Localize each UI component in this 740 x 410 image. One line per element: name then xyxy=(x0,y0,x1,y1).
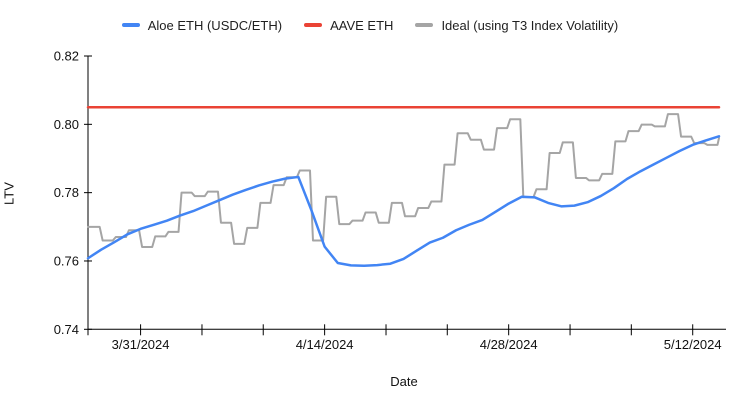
chart-legend: Aloe ETH (USDC/ETH) AAVE ETH Ideal (using … xyxy=(0,16,740,34)
x-tick-label: 4/28/2024 xyxy=(480,337,538,352)
y-tick-label: 0.74 xyxy=(54,322,79,337)
x-tick-label: 4/14/2024 xyxy=(296,337,354,352)
y-tick-label: 0.78 xyxy=(54,185,79,200)
y-tick-label: 0.82 xyxy=(54,49,79,64)
series-ideal-step-line xyxy=(87,113,720,248)
legend-item: AAVE ETH xyxy=(304,18,393,33)
legend-label: Ideal (using T3 Index Volatility) xyxy=(441,17,619,33)
x-tick-label: 5/12/2024 xyxy=(664,337,722,352)
x-tick-label: 3/31/2024 xyxy=(112,337,170,352)
y-axis-title: LTV xyxy=(1,182,17,205)
legend-item: Aloe ETH (USDC/ETH) xyxy=(121,17,283,33)
legend-label: Aloe ETH (USDC/ETH) xyxy=(147,17,283,33)
legend-label: AAVE ETH xyxy=(330,17,394,33)
legend-swatch-icon xyxy=(121,23,140,27)
legend-swatch-icon xyxy=(415,23,434,27)
x-axis-title: Date xyxy=(390,374,418,389)
legend-swatch-icon xyxy=(304,23,323,27)
y-tick-label: 0.76 xyxy=(54,253,79,268)
series-aloe-line xyxy=(86,135,721,268)
legend-item: Ideal (using T3 Index Volatility) xyxy=(415,18,618,33)
y-tick-label: 0.80 xyxy=(54,117,79,132)
